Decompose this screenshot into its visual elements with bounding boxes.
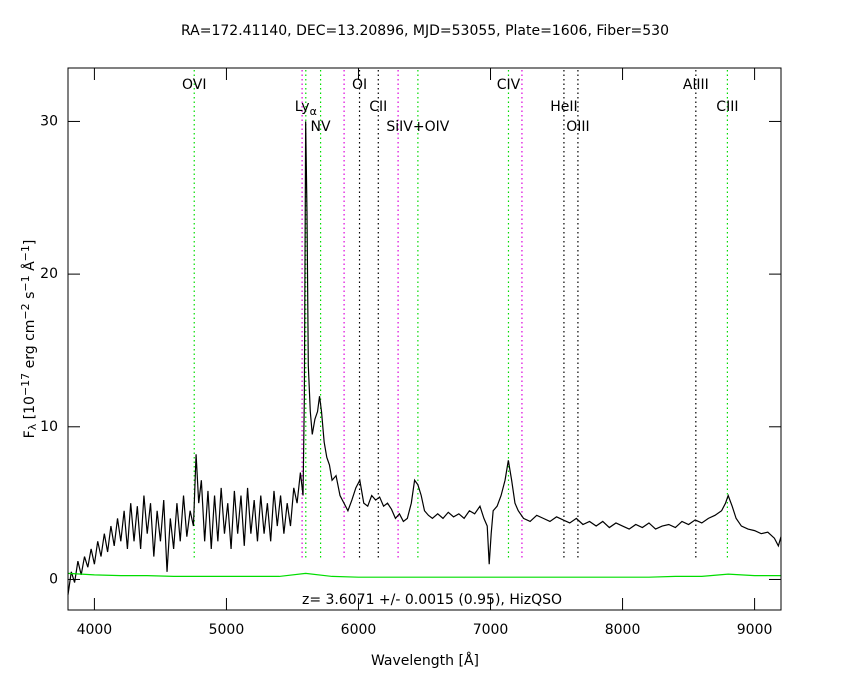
line-label: Lyα — [295, 99, 317, 118]
line-label-text: OIII — [566, 119, 589, 135]
x-tick-label: 4000 — [77, 622, 113, 638]
plot-frame — [67, 67, 782, 611]
line-label: HeII — [550, 99, 577, 115]
y-label-part: s — [22, 292, 38, 304]
line-label-sub: α — [310, 105, 317, 118]
line-label: OIII — [566, 119, 589, 135]
y-tick-label: 20 — [40, 266, 58, 282]
spectrum-line — [67, 572, 781, 578]
x-tick-label: 9000 — [737, 622, 773, 638]
y-tick-label: 30 — [40, 113, 58, 129]
x-tick-label: 8000 — [605, 622, 641, 638]
line-label-text: AlIII — [683, 77, 709, 93]
line-label: CIII — [716, 99, 738, 115]
line-label-text: SiIV+OIV — [386, 119, 449, 135]
line-label-text: CII — [369, 99, 387, 115]
y-label-part: [10 — [22, 396, 38, 424]
y-label-part: ] — [22, 240, 38, 245]
chart-title: RA=172.41140, DEC=13.20896, MJD=53055, P… — [181, 23, 669, 39]
y-label-part: erg cm — [22, 320, 38, 373]
line-label-text: HeII — [550, 99, 577, 115]
line-label: NV — [311, 119, 331, 135]
line-label-text: CIV — [497, 77, 521, 93]
y-label-part: F — [22, 430, 38, 438]
line-label-text: Ly — [295, 99, 310, 115]
y-label-part: −2 — [19, 303, 32, 319]
redshift-annotation: z= 3.6071 +/- 0.0015 (0.95), HizQSO — [302, 592, 562, 608]
y-tick-label: 10 — [40, 419, 58, 435]
y-label-part: Å — [21, 261, 38, 275]
line-label-text: OVI — [182, 77, 206, 93]
y-label-part: −1 — [19, 275, 32, 291]
y-label-part: −1 — [19, 245, 32, 261]
line-label: AlIII — [683, 77, 709, 93]
y-axis-label: Fλ [10−17 erg cm−2 s−1 Å−1] — [19, 240, 40, 439]
x-tick-label: 7000 — [473, 622, 509, 638]
line-label: OI — [352, 77, 367, 93]
line-label: CIV — [497, 77, 521, 93]
y-label-part: −17 — [19, 373, 32, 396]
line-label: SiIV+OIV — [386, 119, 449, 135]
line-label-text: CIII — [716, 99, 738, 115]
line-label: OVI — [182, 77, 206, 93]
x-axis-label: Wavelength [Å] — [371, 652, 479, 669]
line-label-text: OI — [352, 77, 367, 93]
y-tick-label: 0 — [49, 571, 58, 587]
x-tick-label: 6000 — [341, 622, 377, 638]
line-label: CII — [369, 99, 387, 115]
line-label-text: NV — [311, 119, 331, 135]
y-label-part: λ — [26, 423, 39, 430]
spectrum-line — [67, 121, 782, 595]
x-tick-label: 5000 — [209, 622, 245, 638]
